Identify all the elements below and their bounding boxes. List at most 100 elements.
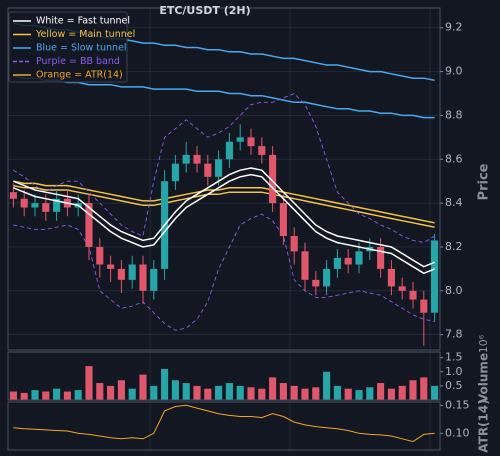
legend-box [8,11,128,83]
candle-body [107,264,115,269]
y-tick-label: 8.0 [445,284,463,297]
volume-bar [215,385,223,400]
legend-label: Orange = ATR(14) [36,70,123,81]
volume-offset: 10⁶ [477,334,490,353]
price-frame [7,7,441,351]
volume-bar [225,383,233,400]
candle-body [85,203,93,247]
volume-bar [150,385,158,400]
candle-body [355,251,363,265]
y-tick-label: 0.15 [445,398,470,411]
candle-body [290,236,298,252]
volume-bar [279,383,287,400]
volume-bar [182,383,190,400]
overlay-line [13,173,435,275]
volume-bar [9,391,17,400]
volume-bar [161,368,169,400]
volume-bar [117,380,125,400]
candle-body [193,154,201,164]
candle-body [139,264,147,291]
candle-body [42,203,50,212]
candle-body [312,279,320,287]
candle-body [117,268,125,280]
candle-body [279,203,287,236]
volume-bar [107,385,115,400]
volume-bar [74,390,82,400]
volume-bar [247,387,255,400]
candle-body [377,246,385,269]
volume-frame [7,351,441,401]
atr-frame [7,401,441,451]
volume-bar [398,385,406,400]
candle-body [225,141,233,160]
legend: White = Fast tunnel Yellow = Main tunnel B… [8,11,135,83]
legend-label: Yellow = Main tunnel [35,29,135,40]
price-panel [9,22,439,346]
y-axis-title: Price [477,163,492,200]
y-tick-label: 0.5 [445,379,463,392]
candle-body [398,286,406,291]
volume-bar [236,385,244,400]
y-tick-label: 8.6 [445,152,463,165]
candle-body [409,290,417,300]
chart-title: ETC/USDT (2H) [159,4,250,17]
y-tick-label: 1.0 [445,365,463,378]
volume-bar [366,387,374,400]
overlay-line [13,213,435,331]
y-tick-label: 8.8 [445,108,463,121]
candle-body [236,137,244,142]
volume-bar [344,388,352,400]
y-tick-label: 8.2 [445,240,463,253]
volume-bar [63,391,71,400]
legend-label: White = Fast tunnel [36,16,130,27]
y-tick-label: 9.2 [445,21,463,34]
volume-bar [96,383,104,400]
y-tick-label: 1.5 [445,351,463,364]
volume-bar [20,392,28,400]
atr-line [13,404,435,443]
candle-body [96,246,104,265]
candle-body [204,163,212,177]
volume-bar [42,391,50,400]
legend-label: Purple = BB band [36,56,120,67]
legend-label: Blue = Slow tunnel [36,43,127,54]
volume-bar [193,385,201,400]
volume-bar [355,390,363,400]
volume-bar [323,371,331,400]
candle-body [344,257,352,265]
volume-axis-title: Volume [477,353,491,403]
candle-body [9,192,17,199]
candle-body [420,299,428,313]
volume-bar [53,388,61,400]
volume-bar [85,366,93,400]
volume-bar [139,374,147,400]
volume-bar [301,388,309,400]
candle-body [31,203,39,208]
candle-body [128,264,136,280]
candle-body [323,268,331,287]
candle-body [431,240,439,313]
candle-body [269,154,277,204]
volume-bar [269,377,277,400]
overlay-line [13,184,435,228]
axes: 7.8 8.0 8.2 8.4 8.6 8.8 9.0 9.2 0.51.01.5 0.10 0.1… [440,21,470,439]
candle-body [150,268,158,291]
candle-body [215,159,223,177]
volume-bar [31,390,39,400]
atr-axis-title: ATR(14) [477,399,491,452]
candle-body [20,198,28,208]
overlay-line [13,180,435,224]
volume-bar [333,385,341,400]
candle-body [53,198,61,212]
volume-bar [290,385,298,400]
volume-bar [377,383,385,400]
volume-bar [387,388,395,400]
volume-bar [128,388,136,400]
y-tick-label: 8.4 [445,196,463,209]
y-tick-label: 0.10 [445,426,470,439]
overlay-line [13,75,435,119]
y-tick-label: 9.0 [445,65,463,78]
candle-body [301,251,309,280]
volume-bar [204,388,212,400]
